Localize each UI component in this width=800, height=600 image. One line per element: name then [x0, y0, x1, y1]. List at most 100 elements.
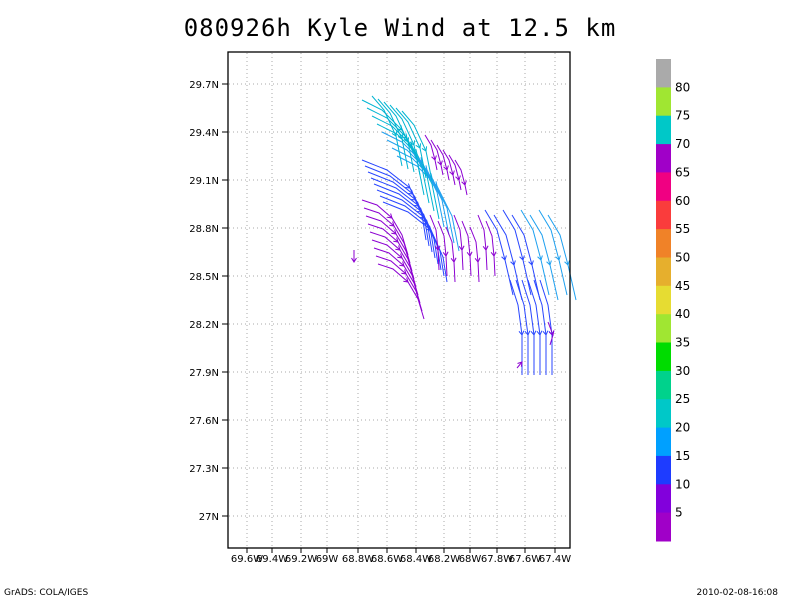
lon-label: 69.6W	[231, 554, 263, 565]
streamline	[377, 98, 409, 170]
colorbar-swatch	[656, 314, 671, 344]
streamline-arrow	[415, 143, 422, 149]
streamline	[386, 139, 450, 236]
streamline-arrow	[442, 251, 449, 257]
colorbar-swatch	[656, 87, 671, 117]
streamline	[448, 154, 462, 191]
streamline-arrow	[397, 134, 404, 140]
streamline-arrow	[501, 255, 507, 261]
streamline-arrow	[528, 260, 534, 266]
lat-label: 29.4N	[189, 128, 219, 139]
map-title: 080926h Kyle Wind at 12.5 km	[183, 14, 617, 42]
colorbar-swatch	[656, 427, 671, 457]
lat-label: 27.9N	[189, 368, 219, 379]
streamline-arrow	[450, 257, 457, 263]
streamline-arrow	[530, 330, 537, 336]
streamline-arrow	[519, 255, 525, 261]
streamline-arrow	[426, 225, 432, 231]
streamline-arrow	[351, 257, 357, 263]
streamline-arrow	[455, 175, 461, 181]
colorbar-label: 30	[675, 364, 690, 378]
colorbar-label: 15	[675, 449, 690, 463]
streamline	[539, 279, 553, 375]
streamline-arrow	[510, 260, 516, 266]
lat-label: 29.1N	[189, 176, 219, 187]
lon-label: 68.6W	[371, 554, 403, 565]
streamline-arrow	[434, 245, 441, 251]
streamline-arrow	[397, 253, 403, 259]
streamline	[538, 209, 568, 296]
colorbar-label: 25	[675, 392, 690, 406]
latitude-labels: 29.7N 29.4N 29.1N 28.8N 28.5N 28.2N 27.9N 27.6N…	[189, 80, 228, 523]
streamline-arrow	[443, 165, 449, 171]
streamline-arrow	[387, 213, 393, 219]
lon-label: 68.2W	[428, 554, 460, 565]
streamline-arrow	[466, 251, 473, 257]
streamline-arrow	[548, 330, 555, 336]
lat-label: 28.2N	[189, 320, 219, 331]
streamline-arrow	[411, 195, 417, 201]
streamline	[484, 209, 514, 296]
streamline-arrow	[437, 160, 443, 166]
streamline-arrow	[474, 257, 481, 263]
lon-label: 69.4W	[256, 554, 288, 565]
streamline-arrow	[524, 330, 531, 336]
colorbar-label: 55	[675, 222, 690, 236]
streamline-arrow	[414, 201, 420, 207]
streamline-arrow	[517, 361, 523, 367]
streamline	[461, 220, 472, 277]
streamline-arrow	[555, 255, 561, 261]
colorbar-swatch	[656, 144, 671, 173]
colorbar-swatch	[656, 512, 671, 542]
lat-label: 27.3N	[189, 464, 219, 475]
lat-label: 28.8N	[189, 224, 219, 235]
streamline	[533, 279, 547, 375]
lon-label: 69W	[316, 554, 339, 565]
lon-label: 68W	[459, 554, 482, 565]
colorbar-label: 70	[675, 137, 690, 151]
streamline-arrow	[395, 245, 401, 251]
streamline	[520, 209, 550, 296]
streamline	[437, 220, 448, 277]
streamline	[485, 220, 496, 277]
colorbar: 5 10 15 20 25 30 35 40 45 50 55 60 65 70 75 80	[656, 59, 690, 542]
colorbar-swatch	[656, 59, 671, 88]
lat-label: 29.7N	[189, 80, 219, 91]
lon-label: 67.4W	[539, 554, 571, 565]
streamline	[445, 226, 456, 283]
colorbar-swatch	[656, 455, 671, 485]
streamline	[430, 139, 444, 176]
lon-label: 69.2W	[285, 554, 317, 565]
streamline	[371, 95, 403, 167]
streamline-arrow	[537, 255, 543, 261]
streamline-arrow	[461, 180, 467, 186]
lon-label: 68.8W	[342, 554, 374, 565]
streamline-arrow	[546, 260, 552, 266]
streamline-arrow	[401, 269, 407, 275]
wind-streamlines	[351, 95, 577, 375]
colorbar-label: 35	[675, 336, 690, 350]
colorbar-swatch	[656, 399, 671, 429]
streamline	[511, 214, 541, 301]
colorbar-label: 45	[675, 279, 690, 293]
lon-label: 67.8W	[481, 554, 513, 565]
streamline-arrow	[409, 140, 416, 146]
streamline	[527, 279, 541, 375]
colorbar-swatch	[656, 370, 671, 400]
colorbar-label: 10	[675, 477, 690, 491]
streamline-arrow	[490, 251, 497, 257]
streamline-arrow	[408, 189, 414, 195]
streamline-arrow	[391, 229, 397, 235]
colorbar-label: 75	[675, 109, 690, 123]
grid-lines	[229, 53, 569, 547]
streamline	[493, 214, 523, 301]
streamline	[366, 107, 430, 204]
streamline	[424, 134, 438, 171]
colorbar-label: 20	[675, 421, 690, 435]
streamline-arrow	[421, 146, 428, 152]
colorbar-label: 80	[675, 80, 690, 94]
streamline	[401, 110, 433, 182]
streamline-arrow	[542, 330, 549, 336]
streamline-arrow	[420, 213, 426, 219]
